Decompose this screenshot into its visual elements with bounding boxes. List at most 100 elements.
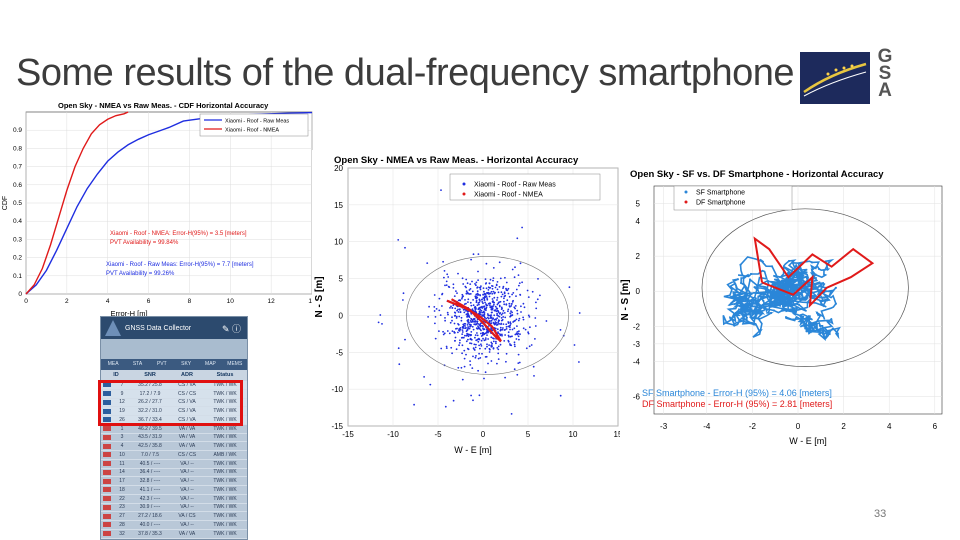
scatter2-x-tick-label: -3 xyxy=(660,422,668,431)
scatter1-title: Open Sky - NMEA vs Raw Meas. - Horizonta… xyxy=(334,155,579,166)
tab-map[interactable]: MAP xyxy=(205,361,216,367)
scatter1-point-raw xyxy=(434,337,437,340)
scatter1-point-raw xyxy=(453,331,456,333)
scatter1-point-raw xyxy=(447,276,450,278)
scatter1-point-raw xyxy=(494,305,497,308)
tab-mems[interactable]: MEMS xyxy=(227,361,243,367)
table-cell: TWK / WK xyxy=(213,513,237,520)
table-row[interactable]: 11 40.5 / ---- VA / -- TWK / WK xyxy=(101,460,247,469)
checkbox-icon[interactable] xyxy=(103,408,111,414)
scatter1-point-raw xyxy=(504,316,507,319)
scatter1-point-raw xyxy=(476,327,479,330)
table-cell: 30.9 / ---- xyxy=(139,504,161,511)
scatter1-point-raw xyxy=(471,321,474,323)
scatter2-sf-point xyxy=(836,332,839,335)
scatter1-point-raw xyxy=(491,311,493,314)
checkbox-icon[interactable] xyxy=(103,391,111,397)
scatter2-sf-point xyxy=(801,295,804,298)
scatter1-point-raw xyxy=(502,309,505,312)
scatter1-point-raw xyxy=(485,331,488,333)
scatter1-point-raw xyxy=(469,283,472,285)
tab-pvt[interactable]: PVT xyxy=(156,361,167,367)
scatter1-point-raw xyxy=(463,311,466,314)
scatter1-point-raw xyxy=(505,352,508,355)
table-row[interactable]: 9 17.2 / 7.9 CS / CS TWK / WK xyxy=(101,389,247,399)
scatter1-point-raw xyxy=(520,305,522,308)
app-logo-icon xyxy=(105,320,121,336)
scatter1-point-raw xyxy=(461,336,464,339)
table-row[interactable]: 3 43.5 / 31.9 VA / VA TWK / WK xyxy=(101,434,247,443)
scatter1-point-raw xyxy=(438,330,440,332)
scatter1-point-raw xyxy=(479,286,482,289)
scatter2-sf-point xyxy=(789,285,792,288)
scatter2-y-tick-label: 5 xyxy=(636,200,641,209)
scatter1-point-raw xyxy=(471,367,474,369)
gsa-letter: G xyxy=(877,46,893,67)
table-cell: CS / VA xyxy=(178,381,196,388)
scatter1-point-raw xyxy=(472,347,475,350)
scatter1-point-raw xyxy=(444,405,447,408)
table-row[interactable]: 4 42.5 / 35.8 VA / VA TWK / WK xyxy=(101,442,247,451)
scatter1-point-raw xyxy=(499,329,502,332)
table-cell: 32.2 / 31.0 xyxy=(138,408,162,415)
scatter1-point-raw xyxy=(475,299,478,302)
scatter2-sf-point xyxy=(742,308,745,311)
scatter1-point-raw xyxy=(508,302,511,305)
table-row[interactable]: 10 7.0 / 7.5 CS / CS AMB / WK xyxy=(101,451,247,460)
checkbox-icon[interactable] xyxy=(103,399,111,405)
table-row[interactable]: 23 30.9 / ---- VA / -- TWK / WK xyxy=(101,504,247,513)
table-row[interactable]: 22 42.3 / ---- VA / -- TWK / WK xyxy=(101,495,247,504)
scatter1-point-raw xyxy=(483,377,485,380)
scatter1-point-raw xyxy=(439,314,442,316)
scatter1-point-raw xyxy=(454,307,457,310)
table-cell: 27 xyxy=(119,513,125,520)
scatter1-point-raw xyxy=(451,319,453,322)
tab-sky[interactable]: SKY xyxy=(181,361,192,367)
scatter1-point-raw xyxy=(462,295,464,298)
table-row[interactable]: 32 37.8 / 35.3 VA / VA TWK / WK xyxy=(101,530,247,539)
scatter2-x-tick-label: 0 xyxy=(796,422,801,431)
table-cell: 28 xyxy=(119,521,125,528)
scatter1-point-raw xyxy=(398,363,401,366)
scatter1-point-raw xyxy=(465,292,468,295)
table-cell: TWK / WK xyxy=(213,408,237,415)
table-row[interactable]: 1 46.2 / 39.5 VA / VA TWK / WK xyxy=(101,425,247,434)
table-row[interactable]: 27 27.2 / 18.6 VA / CS TWK / WK xyxy=(101,512,247,521)
col-status: Status xyxy=(216,372,234,378)
scatter1-point-raw xyxy=(480,335,483,337)
scatter1-y-axis-label: N - S [m] xyxy=(314,276,325,317)
scatter1-y-tick-label: 20 xyxy=(334,164,343,173)
scatter1-point-raw xyxy=(505,360,507,363)
scatter1-point-raw xyxy=(469,360,471,362)
scatter2-sf-point xyxy=(767,291,770,294)
scatter2-sf-point xyxy=(804,297,807,300)
table-row[interactable]: 17 32.8 / ---- VA / -- TWK / WK xyxy=(101,477,247,486)
scatter1-point-raw xyxy=(493,292,496,295)
scatter1-point-raw xyxy=(509,324,511,327)
scatter1-point-raw xyxy=(455,290,457,292)
scatter1-point-raw xyxy=(496,281,499,283)
checkbox-icon[interactable] xyxy=(103,382,111,388)
tab-sta[interactable]: STA xyxy=(132,361,143,367)
scatter1-point-raw xyxy=(495,340,497,343)
scatter2-sf-point xyxy=(733,296,736,299)
scatter2-sf-point xyxy=(755,314,758,317)
checkbox-icon[interactable] xyxy=(103,417,111,423)
table-row[interactable]: 28 40.0 / ---- VA / -- TWK / WK xyxy=(101,521,247,530)
table-row[interactable]: 19 32.2 / 31.0 CS / VA TWK / WK xyxy=(101,407,247,416)
scatter1-point-raw xyxy=(500,319,503,322)
tab-mea[interactable]: MEA xyxy=(107,361,119,367)
scatter2-sf-point xyxy=(827,261,830,264)
scatter1-point-raw xyxy=(492,277,495,279)
table-row[interactable]: 12 26.2 / 27.7 CS / VA TWK / WK xyxy=(101,398,247,408)
scatter2-sf-point xyxy=(749,304,752,307)
scatter2-sf-point xyxy=(754,300,758,303)
scatter1-point-raw xyxy=(490,336,493,339)
table-row[interactable]: 7 35.2 / 25.8 CS / VA TWK / WK xyxy=(101,381,247,390)
scatter1-point-raw xyxy=(433,294,436,296)
table-row[interactable]: 14 36.4 / ---- VA / -- TWK / WK xyxy=(101,469,247,478)
table-cell: CS / VA xyxy=(178,399,196,406)
scatter1-point-raw xyxy=(479,324,482,327)
table-row[interactable]: 18 41.1 / ---- VA / -- TWK / WK xyxy=(101,486,247,495)
scatter1-point-raw xyxy=(481,301,484,303)
